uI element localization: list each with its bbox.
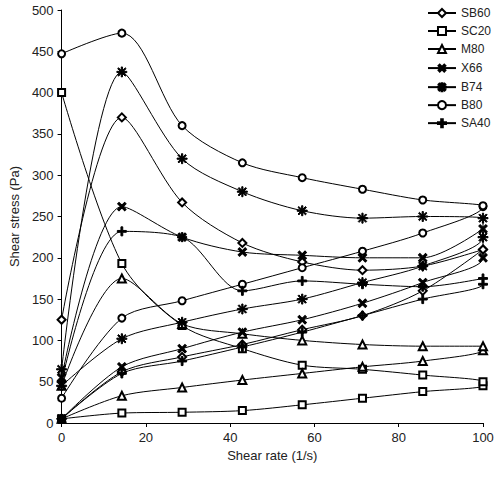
svg-text:400: 400 <box>32 85 54 100</box>
svg-text:20: 20 <box>139 430 153 445</box>
svg-text:150: 150 <box>32 292 54 307</box>
svg-text:SB60: SB60 <box>461 6 491 20</box>
svg-text:Shear rate (1/s): Shear rate (1/s) <box>227 448 317 463</box>
svg-text:M80: M80 <box>461 42 485 56</box>
svg-text:200: 200 <box>32 250 54 265</box>
svg-text:300: 300 <box>32 168 54 183</box>
svg-text:B74: B74 <box>461 80 483 94</box>
svg-text:X66: X66 <box>461 61 483 75</box>
svg-text:60: 60 <box>307 430 321 445</box>
svg-text:500: 500 <box>32 3 54 18</box>
svg-text:350: 350 <box>32 126 54 141</box>
svg-text:100: 100 <box>472 430 494 445</box>
svg-text:50: 50 <box>39 374 53 389</box>
svg-text:100: 100 <box>32 333 54 348</box>
svg-text:80: 80 <box>391 430 405 445</box>
svg-text:250: 250 <box>32 209 54 224</box>
svg-text:0: 0 <box>46 416 53 431</box>
svg-text:450: 450 <box>32 44 54 59</box>
svg-text:40: 40 <box>223 430 237 445</box>
svg-text:SA40: SA40 <box>461 116 491 130</box>
svg-text:Shear stress (Pa): Shear stress (Pa) <box>7 166 22 267</box>
svg-text:B80: B80 <box>461 98 483 112</box>
svg-text:0: 0 <box>58 430 65 445</box>
svg-text:SC20: SC20 <box>461 24 491 38</box>
